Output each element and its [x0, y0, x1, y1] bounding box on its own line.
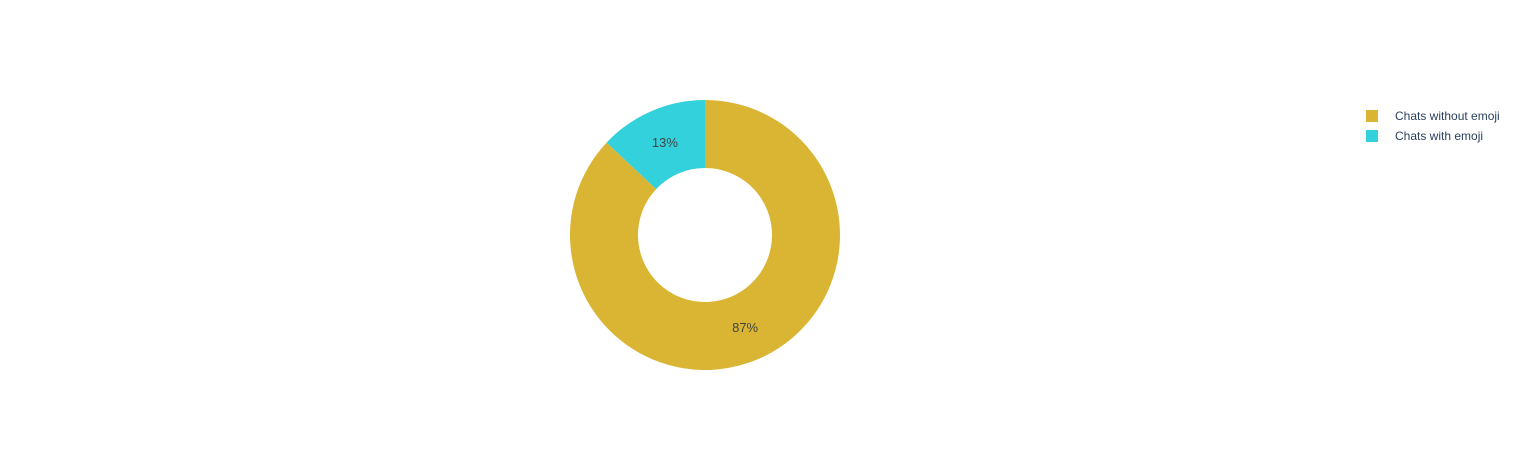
legend: Chats without emoji Chats with emoji [1366, 106, 1500, 146]
donut-slice-chats-without-emoji[interactable] [569, 100, 840, 370]
legend-label-chats-with-emoji: Chats with emoji [1395, 129, 1484, 143]
legend-swatch-chats-without-emoji [1366, 110, 1378, 122]
slice-label-chats-with-emoji: 13% [652, 135, 678, 150]
legend-swatch-chats-with-emoji [1366, 130, 1378, 142]
legend-label-chats-without-emoji: Chats without emoji [1395, 109, 1500, 123]
donut-slice-chats-with-emoji[interactable] [606, 100, 705, 190]
legend-item-chats-without-emoji[interactable]: Chats without emoji [1366, 106, 1500, 126]
slice-label-chats-without-emoji: 87% [732, 320, 758, 335]
legend-item-chats-with-emoji[interactable]: Chats with emoji [1366, 126, 1500, 146]
